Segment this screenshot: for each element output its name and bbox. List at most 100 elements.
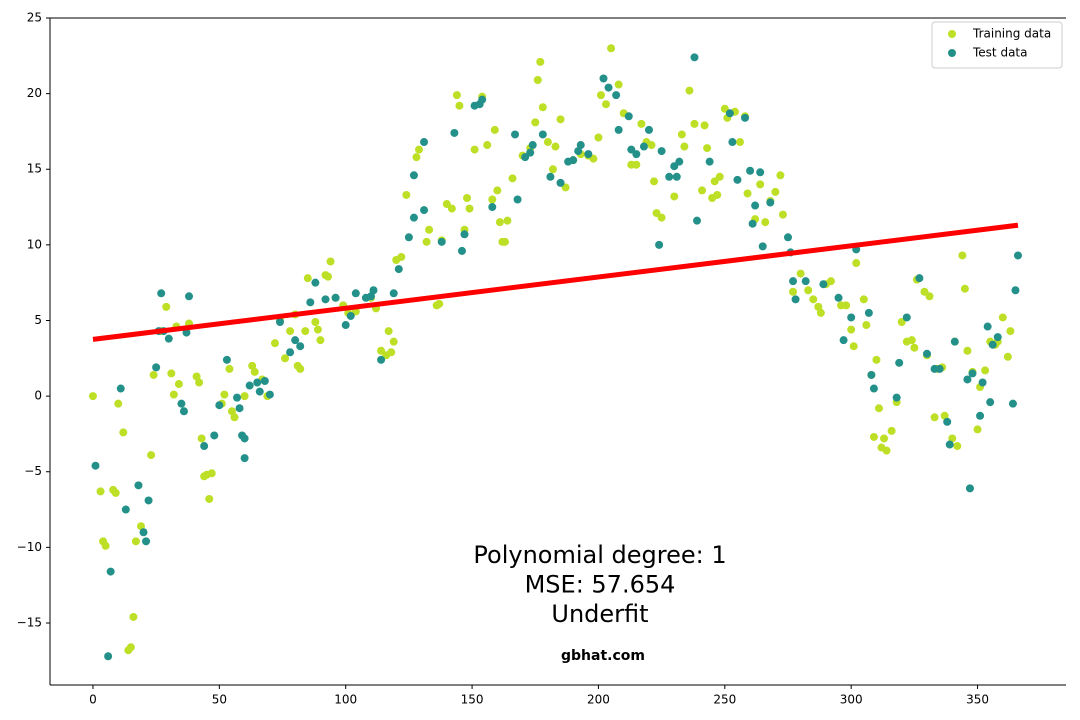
data-point (389, 337, 398, 346)
data-point (470, 145, 479, 154)
data-point (457, 246, 466, 255)
data-point (220, 390, 229, 399)
data-point (116, 384, 125, 393)
data-point (814, 302, 823, 311)
data-point (874, 404, 883, 413)
data-point (1013, 251, 1022, 260)
data-point (313, 325, 322, 334)
data-point (735, 138, 744, 147)
y-tick-label: 5 (34, 313, 42, 327)
data-point (922, 349, 931, 358)
data-point (255, 387, 264, 396)
data-point (275, 318, 284, 327)
data-point (447, 204, 456, 213)
data-point (131, 537, 140, 546)
y-tick-label: −10 (17, 540, 42, 554)
legend-label: Test data (972, 46, 1027, 60)
data-point (819, 280, 828, 289)
data-point (748, 219, 757, 228)
data-point (225, 364, 234, 373)
data-point (414, 145, 423, 154)
data-point (576, 141, 585, 150)
data-point (998, 313, 1007, 322)
data-point (142, 537, 151, 546)
data-point (152, 363, 161, 372)
data-point (639, 142, 648, 151)
x-tick-label: 300 (840, 693, 863, 707)
data-point (746, 166, 755, 175)
data-point (602, 100, 611, 109)
data-point (422, 237, 431, 246)
data-point (872, 355, 881, 364)
data-point (665, 172, 674, 181)
data-point (953, 442, 962, 451)
data-point (632, 150, 641, 159)
data-point (733, 175, 742, 184)
data-point (197, 434, 206, 443)
data-point (703, 144, 712, 153)
data-point (869, 432, 878, 441)
data-point (1008, 399, 1017, 408)
data-point (326, 257, 335, 266)
data-point (705, 157, 714, 166)
data-point (804, 286, 813, 295)
data-point (973, 425, 982, 434)
data-point (195, 378, 204, 387)
data-point (761, 218, 770, 227)
data-point (366, 292, 375, 301)
data-point (402, 190, 411, 199)
data-point (981, 366, 990, 375)
data-point (321, 295, 330, 304)
data-point (1006, 327, 1015, 336)
y-tick-label: −15 (17, 615, 42, 629)
data-point (728, 138, 737, 147)
fit-line (92, 222, 1019, 342)
data-point (147, 451, 156, 460)
data-point (119, 428, 128, 437)
x-tick-label: 150 (461, 693, 484, 707)
data-point (725, 109, 734, 118)
data-point (834, 293, 843, 302)
data-point (136, 522, 145, 531)
data-point (404, 233, 413, 242)
data-point (384, 327, 393, 336)
data-point (420, 206, 429, 215)
data-point (882, 446, 891, 455)
data-point (286, 327, 295, 336)
data-point (976, 411, 985, 420)
data-point (690, 53, 699, 62)
data-point (887, 426, 896, 435)
annotation: MSE: 57.654 (525, 571, 676, 599)
data-point (162, 302, 171, 311)
data-point (286, 348, 295, 357)
data-point (993, 333, 1002, 342)
data-point (389, 289, 398, 298)
data-point (847, 313, 856, 322)
data-point (852, 259, 861, 268)
data-point (849, 342, 858, 351)
data-point (789, 287, 798, 296)
data-point (915, 274, 924, 283)
data-point (546, 172, 555, 181)
data-point (306, 298, 315, 307)
data-point (614, 80, 623, 89)
data-point (657, 213, 666, 222)
data-point (126, 643, 135, 652)
data-point (265, 390, 274, 399)
data-point (632, 160, 641, 169)
data-point (114, 399, 123, 408)
data-point (101, 541, 110, 550)
data-point (144, 496, 153, 505)
data-point (935, 364, 944, 373)
data-point (531, 118, 540, 127)
annotation: Underfit (551, 600, 648, 628)
data-point (556, 178, 565, 187)
data-point (809, 295, 818, 304)
data-point (157, 289, 166, 298)
data-point (303, 274, 312, 283)
data-point (672, 172, 681, 181)
data-point (536, 57, 545, 66)
data-point (227, 407, 236, 416)
data-point (250, 367, 259, 376)
data-point (960, 284, 969, 293)
